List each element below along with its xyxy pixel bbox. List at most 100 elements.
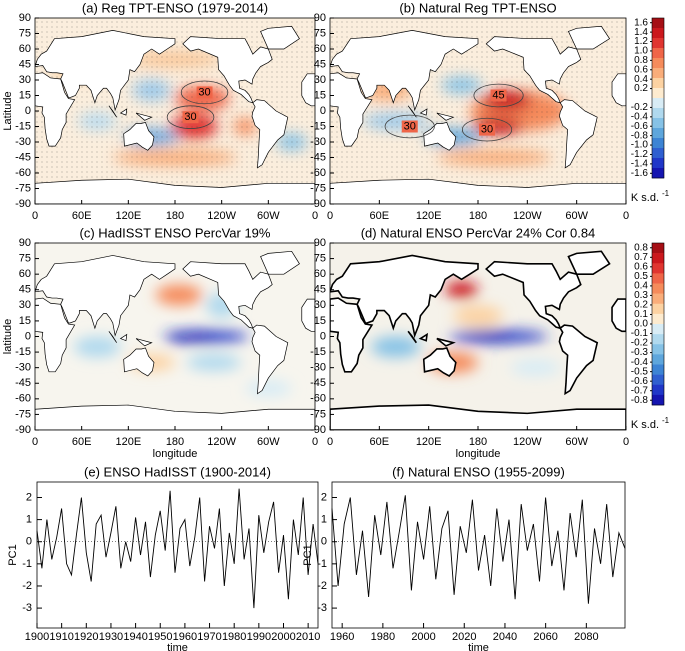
series-line: [331, 495, 626, 604]
y-tick-label: -60: [310, 167, 326, 179]
colorbar-segment: [652, 263, 664, 274]
map-field: [330, 243, 626, 430]
y-tick-label: -45: [310, 377, 326, 389]
colorbar-tick-label: -0.1: [631, 328, 649, 339]
x-tick-label: 1940: [123, 631, 147, 643]
y-tick-label: -1: [22, 558, 32, 570]
y-tick-label: 30: [19, 74, 31, 86]
colorbar-tick-label: 0.8: [634, 55, 648, 66]
y-tick-label: 90: [314, 12, 326, 24]
anomaly-blob: [445, 281, 478, 299]
y-tick-label: 60: [314, 43, 326, 55]
contour-label-bg: [479, 123, 496, 136]
y-tick-label: 1: [321, 514, 327, 526]
y-tick-label: -2: [317, 580, 327, 592]
contour-label-bg: [182, 111, 199, 124]
y-tick-label: 75: [314, 27, 326, 39]
colorbar-segment: [652, 313, 664, 325]
colorbar-segment: [652, 38, 664, 49]
y-tick-label: -75: [310, 182, 326, 194]
y-tick-label: -15: [15, 120, 31, 132]
land: [422, 346, 457, 377]
x-tick-label: 0: [32, 436, 38, 448]
land: [419, 108, 428, 116]
colorbar-tick-label: -0.6: [631, 121, 649, 132]
y-tick-label: 60: [19, 43, 31, 55]
y-tick-label: 45: [314, 58, 326, 70]
colorbar-tick-label: 0.2: [634, 83, 648, 94]
colorbar-segment: [652, 324, 664, 335]
y-axis-label: PC1: [7, 544, 19, 565]
y-tick-label: -75: [310, 408, 326, 420]
x-tick-label: 120E: [416, 436, 442, 448]
land: [559, 99, 598, 169]
map-field: [35, 243, 315, 430]
y-tick-label: 45: [19, 284, 31, 296]
colorbar-segment: [652, 253, 664, 264]
colorbar-tick-label: -0.8: [631, 395, 649, 406]
colorbar-segment: [652, 243, 664, 254]
land: [407, 330, 418, 344]
colorbar-segment: [652, 58, 664, 69]
y-axis-label: PC1: [302, 544, 314, 565]
x-tick-label: 180: [469, 436, 487, 448]
contour-label: 30: [404, 120, 416, 132]
colorbar-segment: [652, 303, 664, 315]
x-tick-label: 120W: [513, 210, 542, 222]
unit: K s.d.: [631, 192, 659, 204]
y-tick-label: 15: [314, 315, 326, 327]
y-tick-label: -2: [22, 580, 32, 592]
anomaly-blob: [155, 284, 203, 306]
land: [119, 108, 128, 116]
x-tick-label: 0: [623, 436, 629, 448]
land: [135, 112, 153, 121]
contour-label-bg: [196, 86, 213, 99]
x-tick-label: 1950: [148, 631, 172, 643]
colorbar-segment: [652, 293, 664, 305]
colorbar-tick-label: 0.3: [634, 290, 648, 301]
y-axis-label: latitude: [2, 319, 14, 354]
colorbar-tick-label: 0.4: [634, 281, 648, 292]
x-tick-label: 2000: [411, 631, 435, 643]
colorbar-unit: K s.d. -1: [631, 189, 670, 204]
panel-title: (d) Natural ENSO PercVar 24% Cor 0.84: [361, 225, 596, 240]
colorbar-tick-label: 0.8: [634, 242, 648, 253]
land: [423, 121, 457, 151]
x-tick-label: 0: [623, 210, 629, 222]
colorbar-segment: [652, 158, 664, 169]
contour-label: 30: [481, 124, 493, 136]
colorbar-segment: [652, 138, 664, 149]
x-tick-label: 1900: [25, 631, 49, 643]
y-tick-label: 90: [314, 237, 326, 249]
colorbar-segment: [652, 18, 664, 29]
land: [260, 250, 300, 275]
colorbar-segment: [652, 168, 664, 179]
land: [330, 72, 373, 147]
y-tick-label: 75: [19, 27, 31, 39]
colorbar-segment: [652, 384, 664, 396]
land: [35, 178, 315, 204]
y-tick-label: -75: [15, 182, 31, 194]
x-tick-label: 60W: [257, 210, 280, 222]
colorbar-tick-label: 0.6: [634, 64, 648, 75]
x-tick-label: 0: [327, 210, 333, 222]
land: [330, 254, 479, 339]
y-tick-label: -45: [15, 377, 31, 389]
y-tick-label: 30: [314, 74, 326, 86]
colorbar-frame: [651, 17, 665, 179]
land: [119, 333, 128, 342]
x-tick-label: 60W: [257, 436, 280, 448]
land: [485, 260, 582, 330]
x-tick-label: 120W: [513, 436, 542, 448]
land: [436, 112, 455, 121]
y-tick-label: -15: [310, 120, 326, 132]
colorbar-tick-label: 0.6: [634, 261, 648, 272]
x-tick-label: 2000: [271, 631, 295, 643]
colorbar-tick-label: 1.0: [634, 46, 648, 57]
land: [301, 298, 315, 332]
colorbar-segment: [652, 273, 664, 284]
colorbar-segment: [652, 98, 664, 109]
y-tick-label: 0: [321, 536, 327, 548]
colorbar-segment: [652, 78, 664, 89]
